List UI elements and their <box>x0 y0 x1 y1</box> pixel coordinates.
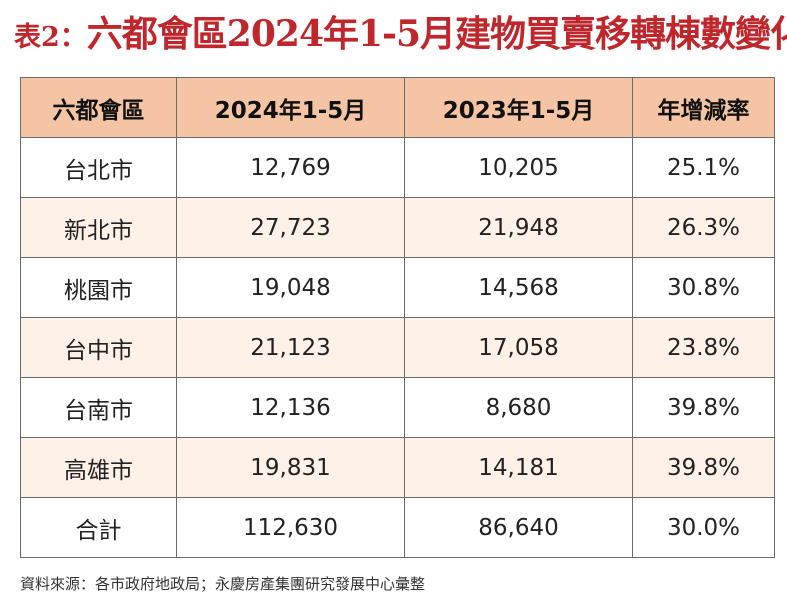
cell-2023: 21,948 <box>404 197 633 258</box>
cell-rate: 30.8% <box>632 257 775 318</box>
cell-rate: 25.1% <box>632 137 775 198</box>
cell-2024: 112,630 <box>176 497 405 558</box>
cell-city: 新北市 <box>20 197 177 258</box>
cell-2023: 14,568 <box>404 257 633 318</box>
cell-rate: 39.8% <box>632 377 775 438</box>
cell-2024: 27,723 <box>176 197 405 258</box>
cell-city: 台北市 <box>20 137 177 198</box>
cell-city: 台中市 <box>20 317 177 378</box>
cell-2024: 19,048 <box>176 257 405 318</box>
cell-2024: 21,123 <box>176 317 405 378</box>
table-row: 桃園市 19,048 14,568 30.8% <box>20 257 775 318</box>
source-note: 資料來源：各市政府地政局；永慶房產集團研究發展中心彙整 <box>20 575 426 593</box>
table-row: 台中市 21,123 17,058 23.8% <box>20 317 775 378</box>
cell-2024: 19,831 <box>176 437 405 498</box>
cell-2024: 12,136 <box>176 377 405 438</box>
cell-city: 合計 <box>20 497 177 558</box>
cell-rate: 30.0% <box>632 497 775 558</box>
table-row: 高雄市 19,831 14,181 39.8% <box>20 437 775 498</box>
header-2024: 2024年1-5月 <box>176 77 405 138</box>
header-city: 六都會區 <box>20 77 177 138</box>
transfer-table: 六都會區 2024年1-5月 2023年1-5月 年增減率 台北市 12,769… <box>20 77 775 558</box>
header-row: 六都會區 2024年1-5月 2023年1-5月 年增減率 <box>20 77 775 138</box>
cell-rate: 26.3% <box>632 197 775 258</box>
table-row: 台南市 12,136 8,680 39.8% <box>20 377 775 438</box>
cell-rate: 23.8% <box>632 317 775 378</box>
cell-city: 高雄市 <box>20 437 177 498</box>
cell-city: 台南市 <box>20 377 177 438</box>
cell-2024: 12,769 <box>176 137 405 198</box>
cell-2023: 10,205 <box>404 137 633 198</box>
cell-rate: 39.8% <box>632 437 775 498</box>
header-2023: 2023年1-5月 <box>404 77 633 138</box>
header-rate: 年增減率 <box>632 77 775 138</box>
table-title-prefix: 表2： <box>14 22 87 53</box>
total-row: 合計 112,630 86,640 30.0% <box>20 497 775 558</box>
cell-2023: 14,181 <box>404 437 633 498</box>
table-title: 表2：六都會區2024年1-5月建物買賣移轉棟數變化 <box>14 6 787 62</box>
cell-2023: 86,640 <box>404 497 633 558</box>
cell-city: 桃園市 <box>20 257 177 318</box>
table-row: 台北市 12,769 10,205 25.1% <box>20 137 775 198</box>
cell-2023: 17,058 <box>404 317 633 378</box>
cell-2023: 8,680 <box>404 377 633 438</box>
table-row: 新北市 27,723 21,948 26.3% <box>20 197 775 258</box>
table-title-main: 六都會區2024年1-5月建物買賣移轉棟數變化 <box>86 13 787 55</box>
